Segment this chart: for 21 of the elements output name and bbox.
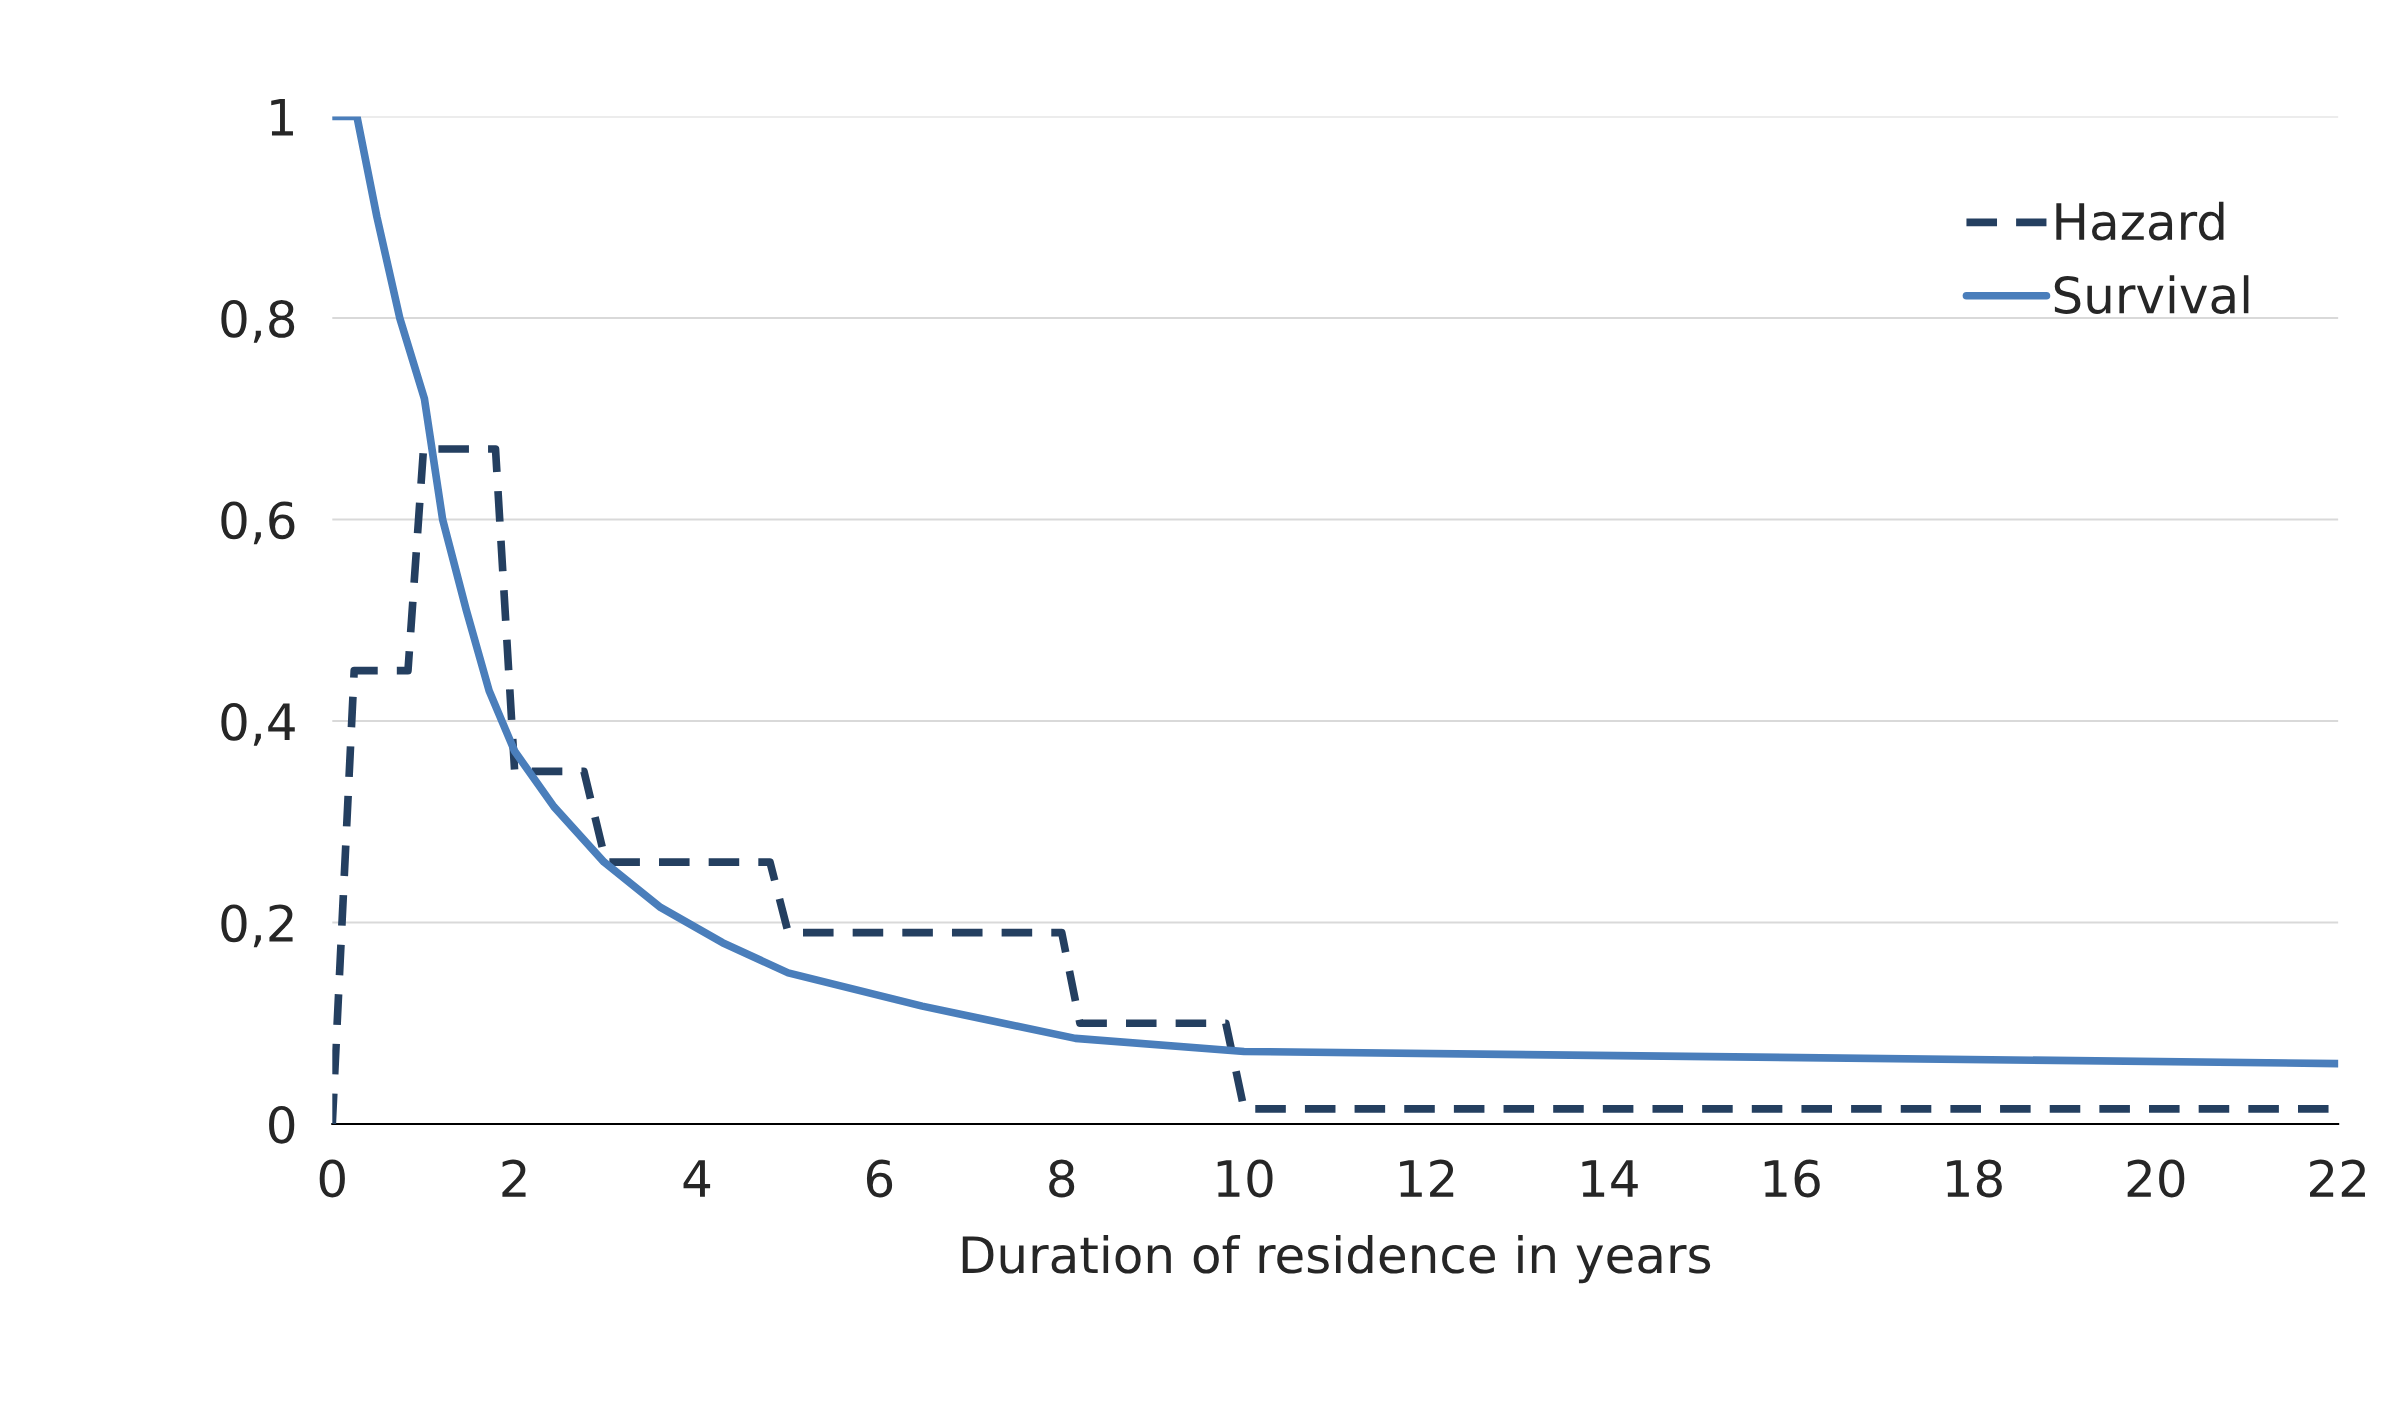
y-tick-label: 0,4 — [221, 702, 295, 746]
legend-label: Hazard — [2056, 201, 2224, 241]
x-tick-label: 10 — [1217, 1159, 1273, 1198]
x-tick-label: 2 — [502, 1159, 526, 1197]
x-tick-label: 16 — [1764, 1159, 1820, 1198]
y-tick-label: 0 — [269, 1105, 295, 1144]
y-tick-label: 0,6 — [221, 501, 295, 545]
x-tick-label: 14 — [1582, 1160, 1638, 1197]
y-tick-label: 0,8 — [221, 299, 295, 343]
x-axis-title: Duration of residence in years — [962, 1234, 1711, 1284]
x-tick-label: 8 — [1049, 1159, 1075, 1198]
x-tick-label: 12 — [1400, 1159, 1454, 1197]
legend-label: Survival — [2054, 275, 2249, 314]
x-tick-label: 4 — [683, 1160, 711, 1197]
y-tick-label: 1 — [271, 99, 293, 136]
x-tick-label: 6 — [866, 1159, 893, 1198]
y-tick-label: 0,2 — [221, 904, 293, 948]
x-tick-label: 20 — [2127, 1159, 2185, 1198]
x-tick-label: 0 — [319, 1159, 345, 1198]
x-tick-label: 22 — [2310, 1159, 2365, 1197]
x-tick-label: 18 — [1947, 1159, 2002, 1198]
